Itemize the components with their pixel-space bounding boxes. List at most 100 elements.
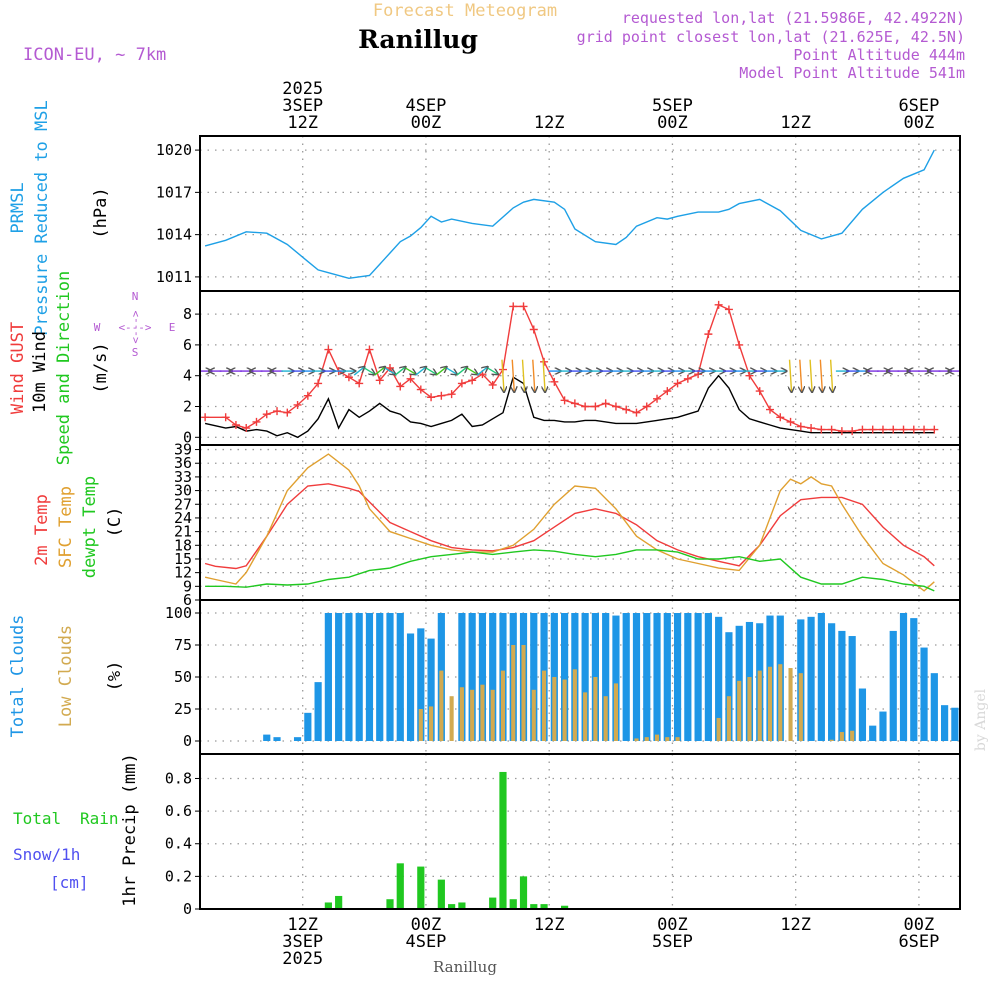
gust-point (293, 400, 302, 409)
low-cloud-bar (593, 677, 598, 741)
time-label-bottom: 5SEP (652, 932, 693, 952)
gust-point (406, 374, 415, 383)
gust-point (201, 413, 210, 422)
wind-direction-arrow (476, 367, 487, 376)
gust-point (807, 424, 816, 433)
wind-label-1: Wind GUST (8, 322, 28, 414)
y-tick-label: 30 (174, 482, 192, 500)
time-label-top: 00Z (411, 113, 442, 133)
gust-point (365, 345, 374, 354)
precip-bar (417, 866, 425, 909)
total-cloud-bar (365, 613, 374, 741)
gust-point (611, 402, 620, 411)
gust-point (560, 396, 569, 405)
precip-unit: 1hr Precip (mm) (120, 753, 140, 907)
gust-point (344, 373, 353, 382)
total-cloud-bar (386, 613, 394, 741)
t2m-line (204, 483, 935, 570)
chart-subtitle: Forecast Meteogram (373, 1, 557, 21)
wind-direction-arrow (405, 367, 416, 374)
wind-direction-arrow (415, 367, 426, 376)
total-cloud-bar (263, 734, 271, 741)
low-cloud-bar (778, 664, 783, 741)
time-label-top: 12Z (780, 113, 811, 133)
total-cloud-bar (643, 613, 651, 741)
total-cloud-bar (355, 613, 363, 741)
low-cloud-bar (552, 677, 557, 741)
time-label-bottom: 6SEP (898, 932, 939, 952)
gust-point (437, 391, 446, 400)
gust-point (221, 413, 230, 422)
y-tick-label: 24 (174, 509, 192, 527)
footer-location: Ranillug (433, 958, 497, 976)
total-cloud-bar (930, 673, 938, 741)
wind-direction-arrow (523, 359, 525, 392)
compass-n: N (132, 290, 139, 303)
time-label-bottom: 12Z (780, 915, 811, 935)
total-cloud-bar (941, 705, 949, 741)
gust-point (396, 382, 405, 391)
time-label-top: 00Z (657, 113, 688, 133)
total-cloud-bar (889, 630, 897, 741)
low-cloud-bar (449, 696, 454, 741)
gust-point (683, 374, 692, 383)
total-cloud-bar (417, 628, 425, 741)
time-label-bottom: 00Z (411, 915, 442, 935)
low-cloud-bar (542, 670, 547, 741)
gust-point (468, 376, 477, 385)
time-label-bottom: 00Z (657, 915, 688, 935)
header-point_alt: Point Altitude 444m (793, 46, 965, 64)
time-label-bottom: 3SEP (282, 932, 323, 952)
gust-point (242, 424, 251, 433)
gust-point (642, 402, 651, 411)
total-cloud-bar (273, 737, 281, 741)
wind-direction-arrow (543, 359, 545, 392)
gust-point (848, 427, 857, 436)
low-cloud-bar (480, 684, 485, 741)
gust-point (745, 371, 754, 380)
gust-point (447, 390, 456, 399)
cloud-label-2: Low Clouds (56, 625, 76, 727)
time-label-bottom: 12Z (534, 915, 565, 935)
gust-point (724, 305, 733, 314)
total-cloud-bar (406, 633, 415, 741)
time-label-top: 12Z (287, 113, 318, 133)
y-tick-label: 2 (183, 398, 192, 416)
total-cloud-bar (632, 613, 641, 741)
wind-direction-arrow (364, 367, 374, 374)
wind-direction-arrow (512, 359, 514, 392)
precip-bar (335, 895, 343, 909)
low-cloud-bar (531, 689, 536, 741)
wind-direction-arrow (425, 367, 436, 374)
total-cloud-bar (725, 632, 733, 741)
precip-bar (509, 899, 517, 909)
y-tick-label: 0.2 (165, 867, 192, 885)
time-label-top: 00Z (904, 113, 935, 133)
wind-direction-arrow (353, 367, 364, 376)
low-cloud-bar (716, 717, 721, 741)
low-cloud-bar (798, 673, 803, 741)
low-cloud-bar (634, 738, 639, 741)
gust-point (375, 376, 384, 385)
y-tick-label: 15 (174, 550, 192, 568)
gust-point (930, 425, 939, 434)
gust-point (899, 425, 908, 434)
gust-point (920, 425, 929, 434)
pressure-label-2: Pressure Reduced to MSL (32, 100, 52, 335)
total-cloud-bar (858, 688, 867, 741)
gust-point (529, 325, 538, 334)
time-label-bottom: 12Z (287, 915, 318, 935)
y-tick-label: 75 (174, 636, 192, 654)
gust-point (355, 379, 364, 388)
y-tick-label: 1020 (156, 141, 192, 159)
total-cloud-bar (622, 613, 630, 741)
temp-unit: (C) (105, 507, 125, 538)
time-label-top: 6SEP (898, 96, 939, 116)
low-cloud-bar (788, 668, 793, 741)
gust-point (303, 391, 312, 400)
low-cloud-bar (665, 737, 670, 741)
dewpt-line (205, 549, 935, 592)
wind-unit: (m/s) (91, 342, 111, 393)
gust-point (766, 405, 774, 414)
total-cloud-bar (684, 613, 692, 741)
